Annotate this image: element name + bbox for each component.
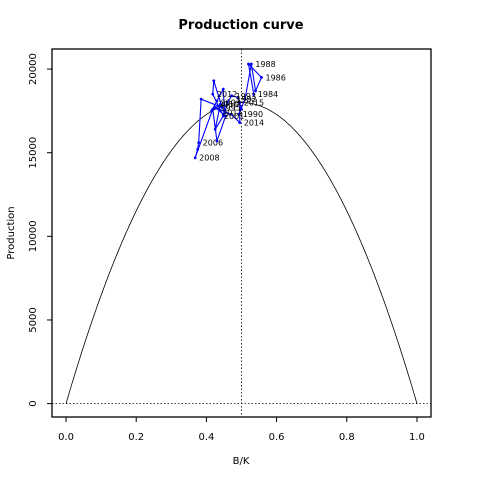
x-tick-label: 0.8 — [339, 432, 355, 443]
point-label-2015: 2015 — [244, 99, 264, 108]
x-tick-label: 0.0 — [58, 432, 74, 443]
point-label-2012: 2012 — [217, 90, 237, 99]
trajectory-line — [194, 62, 263, 158]
trajectory-point-2002 — [211, 92, 215, 96]
y-tick-label: 15000 — [28, 137, 39, 169]
trajectory-point-2000 — [213, 127, 217, 131]
trajectory-point-2011 — [224, 114, 228, 118]
trajectory-point-1986 — [260, 76, 263, 79]
trajectory-point-2008 — [193, 156, 197, 160]
point-label-2011: 2011 — [222, 109, 242, 118]
y-tick-label: 10000 — [28, 220, 39, 252]
trajectory-point-2013 — [229, 112, 233, 116]
trajectory-point-2009 — [211, 107, 215, 111]
trajectory-point-1991 — [240, 107, 243, 111]
point-label-2014: 2014 — [244, 119, 264, 128]
trajectory-point-1995 — [223, 111, 227, 114]
trajectory-point-2005 — [199, 97, 203, 101]
trajectory-point-1987 — [254, 89, 257, 93]
point-label-2006: 2006 — [203, 139, 223, 148]
y-tick-label: 0 — [28, 400, 39, 406]
trajectory-point-1999 — [219, 102, 222, 106]
point-label-1988: 1988 — [255, 60, 275, 69]
trajectory-point-1990 — [237, 112, 241, 116]
point-label-1990: 1990 — [243, 110, 263, 119]
trajectory-point-2010 — [215, 139, 219, 143]
trajectory-point-2003 — [212, 79, 216, 83]
x-tick-label: 0.2 — [128, 432, 144, 443]
point-label-1993: 1993 — [236, 92, 256, 101]
x-tick-label: 0.4 — [198, 432, 214, 443]
trajectory-point-1992 — [236, 96, 240, 99]
trajectory-point-1996 — [221, 87, 225, 91]
point-label-2008: 2008 — [199, 154, 219, 163]
point-label-1995: 1995 — [220, 104, 240, 113]
point-label-2003: 2003 — [220, 99, 240, 108]
trajectory-point-1997 — [215, 99, 219, 103]
plot-area: 0.0 0.2 0.4 0.6 0.8 1.0 0 5000 10000 15000 20000 19… — [28, 48, 432, 443]
trajectory-point-1984 — [252, 92, 256, 96]
x-axis-label: B/K — [233, 456, 250, 467]
chart-title: Production curve — [178, 18, 303, 33]
trajectory-point-1993 — [230, 94, 234, 98]
point-label-1984: 1984 — [258, 90, 278, 99]
trajectory-point-1994 — [226, 101, 229, 104]
x-tick-label: 1.0 — [409, 432, 425, 443]
trajectory-point-2007 — [196, 147, 200, 151]
trajectory-point-2004 — [220, 106, 224, 109]
point-label-2001: 2001 — [224, 112, 244, 121]
trajectory-point-1985 — [247, 62, 250, 66]
point-label-2010: 2010 — [219, 100, 239, 109]
point-label-1992: 1992 — [236, 95, 256, 104]
point-label-1986: 1986 — [266, 73, 286, 82]
trajectory-point-1988 — [249, 62, 253, 66]
trajectory-point-2012 — [213, 106, 217, 109]
trajectory-point-2015 — [238, 101, 242, 104]
production-curve-line — [65, 102, 418, 404]
trajectory-point-2001 — [221, 114, 225, 118]
y-tick-label: 5000 — [28, 307, 39, 332]
trajectory-point-2014 — [238, 121, 242, 124]
trajectory-point-1989 — [243, 97, 247, 101]
y-tick-label: 20000 — [28, 53, 39, 85]
x-tick-label: 0.6 — [269, 432, 285, 443]
y-axis-label: Production — [6, 206, 17, 259]
trajectory-point-2006 — [197, 141, 201, 145]
